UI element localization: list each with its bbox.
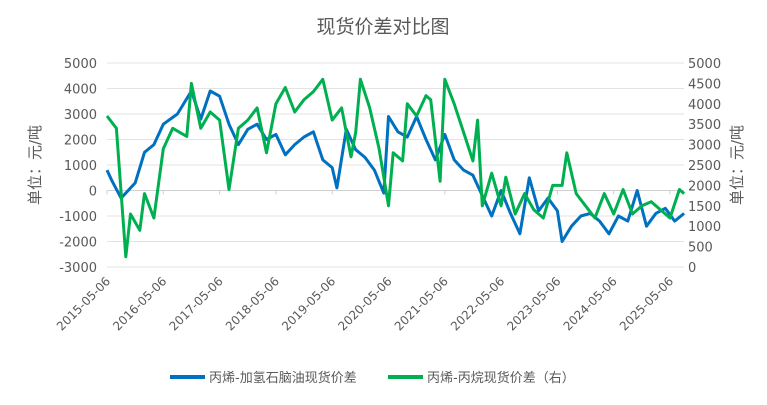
x-tick-label: 2022-05-06 — [448, 274, 507, 333]
y-left-tick-label: 4000 — [64, 83, 97, 98]
y-right-tick-label: 5000 — [688, 57, 721, 72]
y-right-tick-label: 1000 — [688, 220, 721, 235]
y-left-tick-label: -3000 — [59, 261, 97, 276]
y-right-tick-label: 0 — [688, 261, 696, 276]
y-right-tick-label: 1500 — [688, 200, 721, 215]
y-left-tick-label: -2000 — [59, 236, 97, 251]
y-right-tick-label: 4000 — [688, 98, 721, 113]
x-tick-label: 2023-05-06 — [504, 274, 563, 333]
y-axis-left-label: 单位：元/吨 — [26, 125, 44, 205]
y-left-tick-label: 5000 — [64, 57, 97, 72]
legend-label-series-2: 丙烯-丙烷现货价差（右） — [427, 370, 575, 386]
y-right-tick-label: 3000 — [688, 139, 721, 154]
series-line-2 — [105, 77, 686, 259]
legend-label-series-1: 丙烯-加氢石脑油现货价差 — [209, 370, 357, 386]
x-tick-label: 2025-05-06 — [617, 274, 676, 333]
series-line-1 — [105, 89, 686, 243]
y-right-tick-label: 2000 — [688, 179, 721, 194]
x-tick-label: 2020-05-06 — [335, 274, 394, 333]
x-tick-label: 2021-05-06 — [392, 274, 451, 333]
x-tick-label: 2024-05-06 — [561, 274, 620, 333]
y-left-tick-label: 1000 — [64, 159, 97, 174]
y-left-tick-label: -1000 — [59, 210, 97, 225]
x-tick-label: 2017-05-06 — [167, 274, 226, 333]
y-right-tick-label: 3500 — [688, 118, 721, 133]
y-right-tick-label: 2500 — [688, 159, 721, 174]
y-left-tick-label: 2000 — [64, 134, 97, 149]
chart-title: 现货价差对比图 — [316, 16, 449, 38]
y-left-tick-label: 0 — [89, 185, 97, 200]
x-tick-label: 2018-05-06 — [223, 274, 282, 333]
x-tick-label: 2016-05-06 — [110, 274, 169, 333]
legend: 丙烯-加氢石脑油现货价差 丙烯-丙烷现货价差（右） — [170, 370, 575, 386]
y-left-tick-label: 3000 — [64, 108, 97, 123]
y-axis-right-label: 单位：元/吨 — [728, 125, 746, 205]
x-tick-label: 2015-05-06 — [54, 274, 113, 333]
y-right-tick-label: 4500 — [688, 77, 721, 92]
y-right-tick-label: 500 — [688, 241, 713, 256]
x-tick-label: 2019-05-06 — [279, 274, 338, 333]
